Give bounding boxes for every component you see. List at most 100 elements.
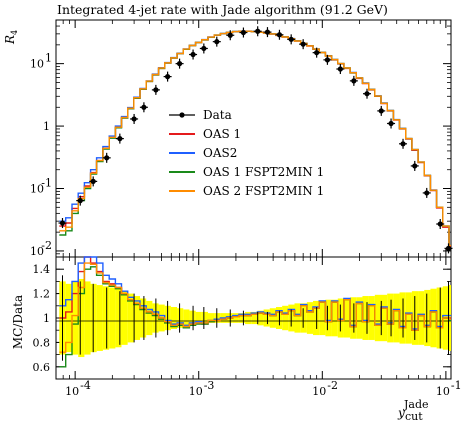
chart-title: Integrated 4-jet rate with Jade algorith… <box>57 2 388 17</box>
ratio-band-bin <box>96 285 103 351</box>
data-point <box>104 155 110 161</box>
ratio-band-bin <box>238 313 246 323</box>
data-point <box>131 116 137 122</box>
ratio-band-bin <box>232 313 239 323</box>
y-tick-exponent: -1 <box>41 177 52 190</box>
ratio-band-bin <box>177 308 184 328</box>
ratio-band-bin <box>115 288 122 348</box>
ratio-band-bin <box>374 294 381 342</box>
data-point <box>445 245 452 251</box>
x-axis-title-superscript: Jade <box>403 398 429 411</box>
legend-item-4: OAS 2 FSPT2MIN 1 <box>169 184 324 198</box>
data-point <box>201 45 207 52</box>
ratio-band-bin <box>269 308 276 328</box>
ratio-band-bin <box>109 287 116 349</box>
data-point <box>337 66 343 72</box>
legend-item-2: OAS2 <box>169 146 237 160</box>
data-point <box>77 198 83 204</box>
ratio-band-bin <box>195 311 202 325</box>
legend-label: OAS 1 <box>203 127 241 141</box>
x-axis: 10 -4 10 -3 10 -2 10 -1 <box>62 20 462 398</box>
data-point <box>59 220 66 226</box>
legend-item-data: Data <box>169 108 232 122</box>
ratio-band-bin <box>245 311 252 325</box>
ratio-band-bin <box>72 281 79 355</box>
ratio-band-bin <box>436 287 443 349</box>
legend-label: OAS 1 FSPT2MIN 1 <box>203 165 324 179</box>
ratio-tick-label: 1 <box>43 312 50 325</box>
ratio-data-errors <box>61 275 450 361</box>
ratio-band-bin <box>251 311 258 325</box>
ratio-band-bin <box>362 296 369 340</box>
ratio-tick-label: 0.8 <box>33 336 51 349</box>
ratio-band-bin <box>133 296 141 340</box>
ratio-band-bin <box>102 286 110 350</box>
ratio-band-bin <box>183 309 190 327</box>
data-point <box>276 32 283 38</box>
data-point <box>437 221 443 227</box>
data-point <box>324 57 331 63</box>
x-tick-label: 10 <box>312 385 326 398</box>
x-tick-label: 10 <box>65 385 79 398</box>
x-tick-exponent: -2 <box>327 379 338 392</box>
x-tick-exponent: -4 <box>80 379 91 392</box>
x-axis-title-main: y <box>397 406 405 420</box>
data-point <box>227 32 233 38</box>
ratio-band-bin <box>78 278 85 358</box>
data-point <box>378 108 384 114</box>
data-point <box>314 50 320 56</box>
y-axis-title: R4 <box>3 30 19 45</box>
x-axis-title-subscript: cut <box>405 410 423 421</box>
data-point <box>90 178 96 184</box>
ratio-band-bin <box>387 293 394 343</box>
ratio-band-bin <box>380 294 388 342</box>
ratio-band-bin <box>356 297 363 339</box>
data-point <box>264 29 271 35</box>
ratio-band-bin <box>313 300 320 336</box>
y-tick-label: 1 <box>43 120 50 133</box>
legend-item-1: OAS 1 <box>169 127 241 141</box>
ratio-tick-label: 1.4 <box>33 263 51 276</box>
legend-label: OAS2 <box>203 146 237 160</box>
data-point <box>141 104 147 110</box>
ratio-band-bin <box>325 299 332 337</box>
ratio-series-line-4 <box>59 262 451 353</box>
legend-item-3: OAS 1 FSPT2MIN 1 <box>169 165 324 179</box>
ratio-band-bin <box>121 291 128 345</box>
y-tick-exponent: 1 <box>45 52 52 65</box>
ratio-band-bin <box>65 283 73 353</box>
data-point <box>240 29 247 36</box>
x-tick-exponent: -1 <box>451 379 462 392</box>
data-point <box>117 136 123 142</box>
ratio-band-bin <box>263 309 270 327</box>
ratio-band-bin <box>146 300 153 336</box>
ratio-tick-label: 0.6 <box>33 361 51 374</box>
ratio-y-axis-title: MC/Data <box>11 295 25 349</box>
ratio-band-bin <box>418 291 425 345</box>
y-tick-label: 10 <box>30 245 44 258</box>
data-point <box>214 39 220 45</box>
ratio-band-bin <box>350 297 357 339</box>
ratio-tick-label: 1.2 <box>33 288 51 301</box>
data-point <box>255 28 261 34</box>
ratio-band-bin <box>84 281 91 355</box>
data-point <box>364 91 370 97</box>
y-tick-label: 10 <box>30 58 44 71</box>
x-tick-exponent: -3 <box>204 379 215 392</box>
ratio-band-bin <box>207 313 215 323</box>
data-point <box>165 74 171 80</box>
ratio-band-bin <box>319 300 326 336</box>
data-point <box>176 61 183 67</box>
data-point <box>388 120 394 127</box>
ratio-band-bin <box>424 289 431 347</box>
legend: Data OAS 1 OAS2 OAS 1 FSPT2MIN 1 OAS 2 FSPT2… <box>169 108 324 198</box>
ratio-band-bin <box>331 299 338 337</box>
data-points <box>58 26 453 254</box>
legend-label: Data <box>203 108 232 122</box>
x-tick-label: 10 <box>436 385 450 398</box>
ratio-band-bin <box>294 303 301 333</box>
legend-label: OAS 2 FSPT2MIN 1 <box>203 184 324 198</box>
ratio-band-bin <box>405 292 412 344</box>
